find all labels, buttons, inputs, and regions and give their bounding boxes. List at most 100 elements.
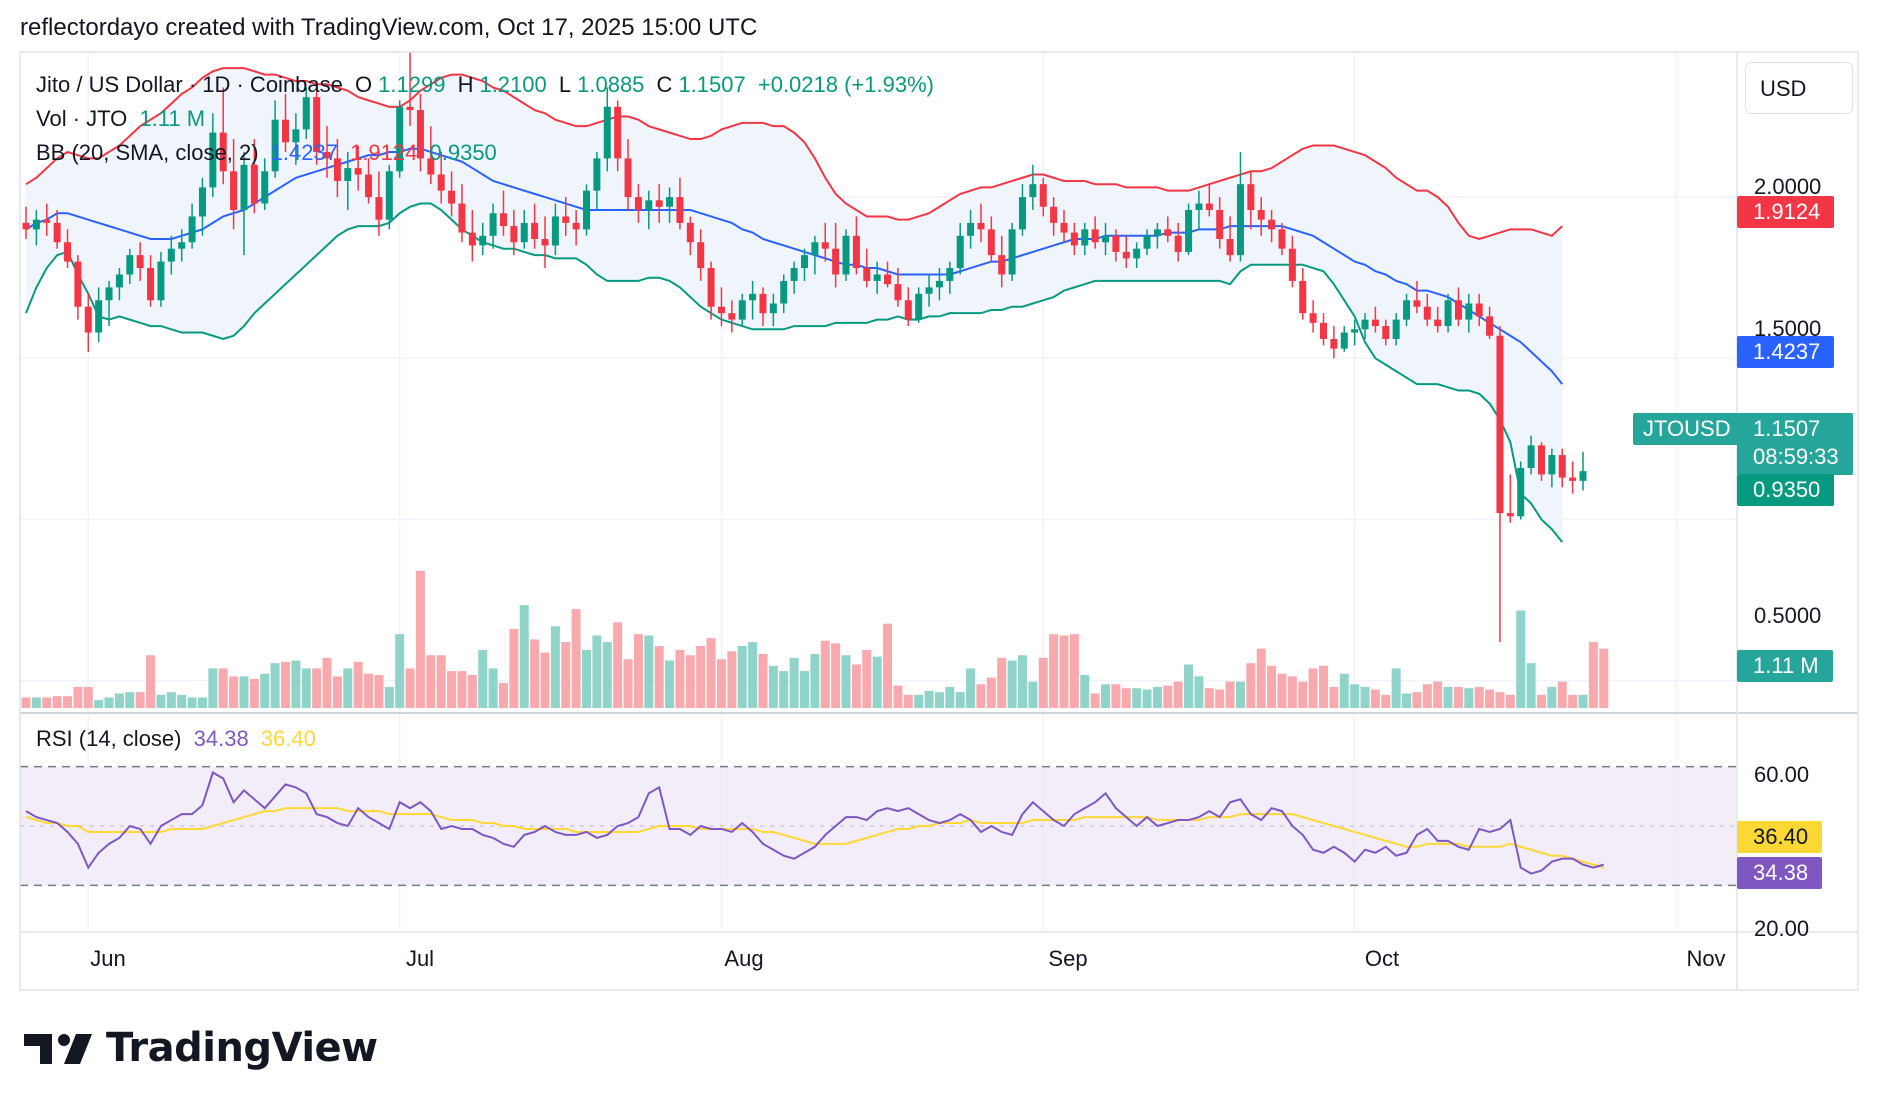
candle-body — [655, 200, 663, 207]
volume-bar — [1547, 686, 1557, 708]
candle — [157, 251, 165, 307]
volume-bar — [1422, 684, 1432, 708]
candle-body — [1413, 300, 1421, 307]
rsi-line — [25, 771, 1605, 875]
candle-body — [499, 213, 507, 227]
candle-body — [261, 171, 269, 204]
candle-body — [375, 197, 383, 220]
volume-bar — [685, 655, 695, 708]
candle — [385, 164, 393, 230]
bar-countdown: 08:59:33 — [1753, 444, 1839, 469]
candle-body — [458, 203, 466, 233]
candle — [801, 248, 808, 281]
volume-bar — [1298, 681, 1308, 708]
candles — [22, 52, 1587, 643]
candle-body — [1050, 206, 1058, 223]
candle-body — [925, 287, 933, 294]
candle-body — [53, 222, 61, 243]
candle — [946, 261, 954, 294]
candle-body — [271, 119, 279, 172]
candle-body — [531, 222, 539, 240]
candle-body — [1288, 248, 1296, 281]
candle — [821, 222, 829, 262]
currency-button[interactable]: USD — [1745, 62, 1853, 114]
candle — [188, 203, 196, 249]
volume-bar — [467, 675, 477, 708]
candle-body — [1143, 235, 1151, 249]
candle-body — [624, 158, 632, 198]
volume-bar — [83, 686, 93, 708]
volume-bar — [737, 646, 747, 708]
candle-body — [250, 164, 258, 204]
candle — [935, 268, 943, 301]
candle — [323, 126, 331, 178]
candle-body — [1174, 235, 1182, 252]
volume-bar — [197, 697, 207, 708]
volume-bar — [903, 694, 913, 708]
candle-body — [894, 284, 902, 301]
bb-basis-line — [25, 147, 1564, 385]
bb-lower-tag: 0.9350 — [1737, 474, 1835, 506]
volume-bar — [716, 659, 726, 708]
volume-bar — [1007, 660, 1017, 708]
candle — [1475, 293, 1483, 327]
candle — [1558, 448, 1566, 488]
volume-bar — [1339, 673, 1349, 708]
candle — [344, 151, 352, 210]
volume-bar — [1402, 693, 1412, 708]
rsi-ma-tag: 36.40 — [1737, 821, 1823, 853]
candle — [416, 93, 424, 172]
candle-body — [884, 274, 892, 285]
volume-bar — [1453, 686, 1463, 708]
candle — [624, 139, 632, 210]
volume-bar — [156, 694, 166, 708]
candle — [510, 209, 518, 256]
volume-bar — [1049, 634, 1059, 708]
candle-body — [697, 242, 705, 269]
candle-body — [333, 158, 341, 181]
candle — [375, 171, 383, 236]
volume-bar — [851, 664, 861, 708]
volume-bar — [592, 635, 602, 708]
candle — [1257, 197, 1265, 236]
volume-bar — [1204, 688, 1214, 708]
volume-bar — [1474, 686, 1484, 708]
symbol-tag: JTOUSD — [1633, 413, 1741, 445]
candle-body — [967, 222, 975, 236]
candle — [956, 222, 964, 275]
volume-bar — [934, 692, 944, 708]
candle-body — [634, 197, 642, 210]
candle-body — [282, 119, 289, 143]
candle — [271, 100, 279, 178]
candle-body — [935, 280, 943, 288]
volume-bar — [1319, 665, 1328, 708]
candle — [489, 203, 497, 249]
tradingview-logo[interactable]: TradingView — [24, 1025, 378, 1071]
volume-bar — [177, 694, 187, 708]
candle-body — [1382, 326, 1390, 339]
rsi-value: 34.38 — [193, 726, 249, 751]
candle-body — [136, 255, 144, 269]
candle — [593, 151, 601, 210]
candle-body — [1361, 319, 1369, 330]
volume-bar — [675, 649, 685, 708]
candle-body — [32, 219, 40, 230]
volume-bar — [322, 657, 332, 708]
candle — [95, 287, 103, 343]
candle — [894, 268, 902, 307]
volume-bar — [1101, 684, 1111, 708]
candle-body — [749, 293, 757, 301]
candle-body — [147, 268, 155, 301]
volume-bar — [187, 697, 197, 708]
volume-bar — [63, 696, 73, 708]
volume-bar — [883, 623, 893, 708]
candle — [167, 235, 175, 275]
volume-bar — [758, 653, 768, 708]
candle-body — [1558, 455, 1566, 478]
candle — [1517, 461, 1525, 520]
candle-body — [1070, 232, 1078, 246]
candle — [1423, 293, 1431, 327]
candle — [1060, 209, 1068, 243]
volume-value: 1.11 M — [139, 106, 206, 131]
